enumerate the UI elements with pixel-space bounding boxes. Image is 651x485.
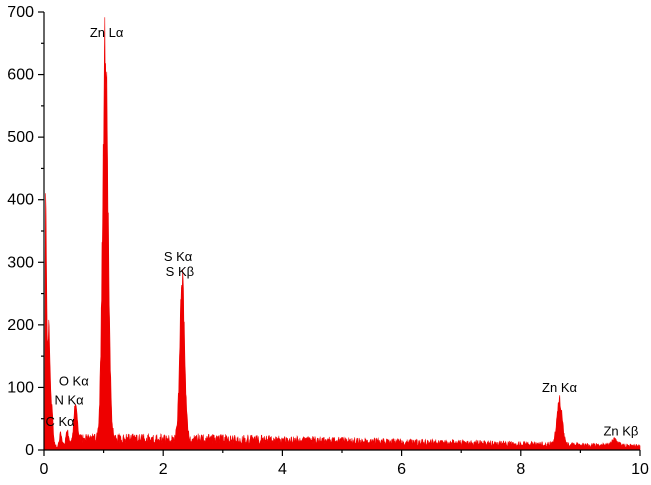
peak-label: Zn Lα — [90, 25, 124, 40]
peak-label: Zn Kα — [542, 380, 577, 395]
peak-label: S Kβ — [166, 264, 194, 279]
spectrum-series — [44, 17, 641, 451]
axes — [38, 11, 641, 456]
y-tick-label: 300 — [7, 254, 34, 271]
x-tick-label: 4 — [278, 461, 287, 478]
y-tick-label: 400 — [7, 192, 34, 209]
peak-label: C Kα — [45, 414, 75, 429]
x-tick-label: 8 — [516, 461, 525, 478]
y-tick-label: 0 — [25, 442, 34, 459]
peak-label: Zn Kβ — [603, 424, 638, 439]
x-tick-label: 6 — [397, 461, 406, 478]
peak-label: O Kα — [59, 374, 89, 389]
x-tick-label: 0 — [40, 461, 49, 478]
x-tick-label: 2 — [159, 461, 168, 478]
y-tick-label: 600 — [7, 67, 34, 84]
peak-label: S Kα — [164, 249, 193, 264]
y-tick-label: 500 — [7, 129, 34, 146]
y-tick-label: 200 — [7, 317, 34, 334]
peak-label: N Kα — [54, 392, 84, 407]
peak-annotations: Zn Lα S KαS Kβ O Kα N Kα C Kα Zn Kα Zn Kβ — [45, 25, 638, 439]
plot-area — [44, 17, 641, 451]
y-tick-label: 700 — [7, 4, 34, 21]
y-tick-label: 100 — [7, 379, 34, 396]
x-tick-label: 10 — [631, 461, 649, 478]
